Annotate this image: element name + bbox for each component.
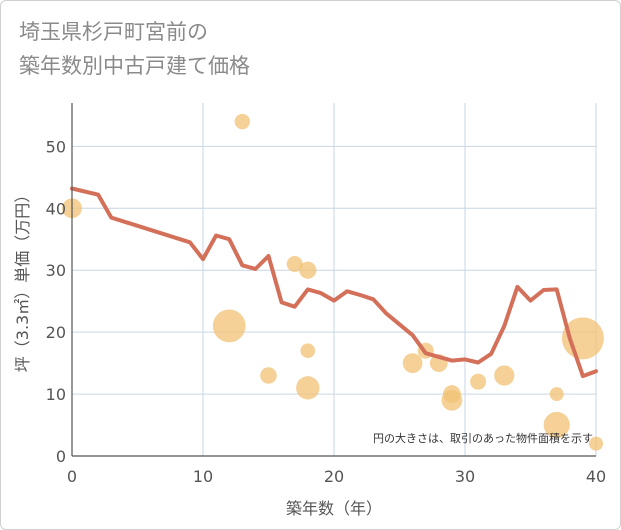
bubble-size-note: 円の大きさは、取引のあった物件面積を示す	[373, 431, 593, 445]
bubble-series	[62, 113, 604, 451]
bubble-point	[286, 256, 303, 273]
bubble-point	[589, 436, 603, 451]
bubble-point	[260, 367, 277, 384]
x-tick-label: 20	[324, 467, 344, 486]
x-axis-title: 築年数（年）	[286, 499, 382, 518]
y-tick-label: 40	[46, 199, 66, 218]
y-tick-label: 50	[46, 137, 66, 156]
y-axis-title: 坪（3.3㎡）単価（万円）	[13, 187, 32, 372]
bubble-point	[299, 261, 317, 279]
x-tick-label: 40	[586, 467, 606, 486]
grid-lines	[72, 103, 597, 456]
bubble-point	[494, 365, 515, 386]
bubble-point	[470, 373, 487, 390]
bubble-point	[441, 389, 463, 411]
bubble-point	[543, 411, 570, 439]
y-tick-label: 30	[46, 261, 66, 280]
bubble-point	[300, 343, 316, 359]
bubble-point	[402, 353, 423, 374]
bubble-point	[296, 376, 320, 400]
average-price-line	[70, 186, 598, 379]
chart-title: 埼玉県杉戸町宮前の 築年数別中古戸建て価格	[19, 15, 250, 83]
chart-title-line1: 埼玉県杉戸町宮前の	[19, 20, 208, 44]
bubble-point	[549, 387, 564, 402]
axes: 0 10 20 30 40 0 10 20 30 40 50	[46, 103, 606, 486]
x-tick-label: 30	[455, 467, 475, 486]
bubble-point	[212, 309, 246, 343]
bubble-point	[234, 113, 250, 130]
chart-title-line2: 築年数別中古戸建て価格	[19, 54, 250, 78]
x-tick-label: 10	[193, 467, 213, 486]
y-tick-label: 0	[56, 447, 66, 466]
y-tick-label: 10	[46, 385, 66, 404]
axis-labels: 築年数（年） 坪（3.3㎡）単価（万円） 円の大きさは、取引のあった物件面積を示…	[13, 187, 593, 518]
average-line-series	[70, 186, 598, 379]
y-tick-label: 20	[46, 323, 66, 342]
x-tick-label: 0	[67, 467, 77, 486]
